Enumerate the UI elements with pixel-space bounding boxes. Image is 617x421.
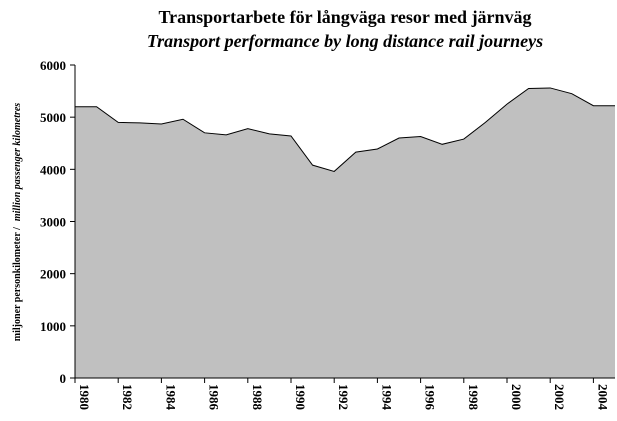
chart-title: Transportarbete för långväga resor med j…: [158, 7, 531, 27]
y-tick-label: 4000: [40, 162, 66, 177]
y-tick-label: 3000: [40, 215, 66, 230]
y-axis-label: miljoner personkilometer / million passen…: [12, 103, 23, 342]
x-tick-label: 1988: [250, 384, 265, 411]
x-tick-label: 2002: [552, 384, 567, 410]
y-tick-label: 5000: [40, 110, 66, 125]
y-tick-label: 6000: [40, 58, 66, 73]
x-tick-label: 1994: [379, 384, 394, 411]
x-tick-label: 1986: [207, 384, 222, 411]
chart-subtitle: Transport performance by long distance r…: [147, 31, 543, 51]
x-tick-label: 1990: [293, 384, 308, 410]
x-tick-label: 2004: [595, 384, 610, 411]
area-line: [75, 87, 615, 172]
y-tick-label: 0: [60, 371, 67, 386]
x-tick-label: 1980: [77, 384, 92, 410]
x-tick-label: 1992: [336, 384, 351, 410]
y-axis-label-sv: miljoner personkilometer /: [12, 227, 23, 341]
y-tick-label: 1000: [40, 319, 66, 334]
x-tick-label: 1996: [423, 384, 438, 411]
x-tick-label: 1998: [466, 384, 481, 411]
x-tick-label: 2000: [509, 384, 524, 410]
y-axis-label-en: million passenger kilometres: [12, 103, 23, 221]
x-tick-label: 1984: [163, 384, 178, 411]
y-tick-label: 2000: [40, 267, 66, 282]
area: [75, 87, 615, 378]
x-tick-label: 1982: [120, 384, 135, 410]
